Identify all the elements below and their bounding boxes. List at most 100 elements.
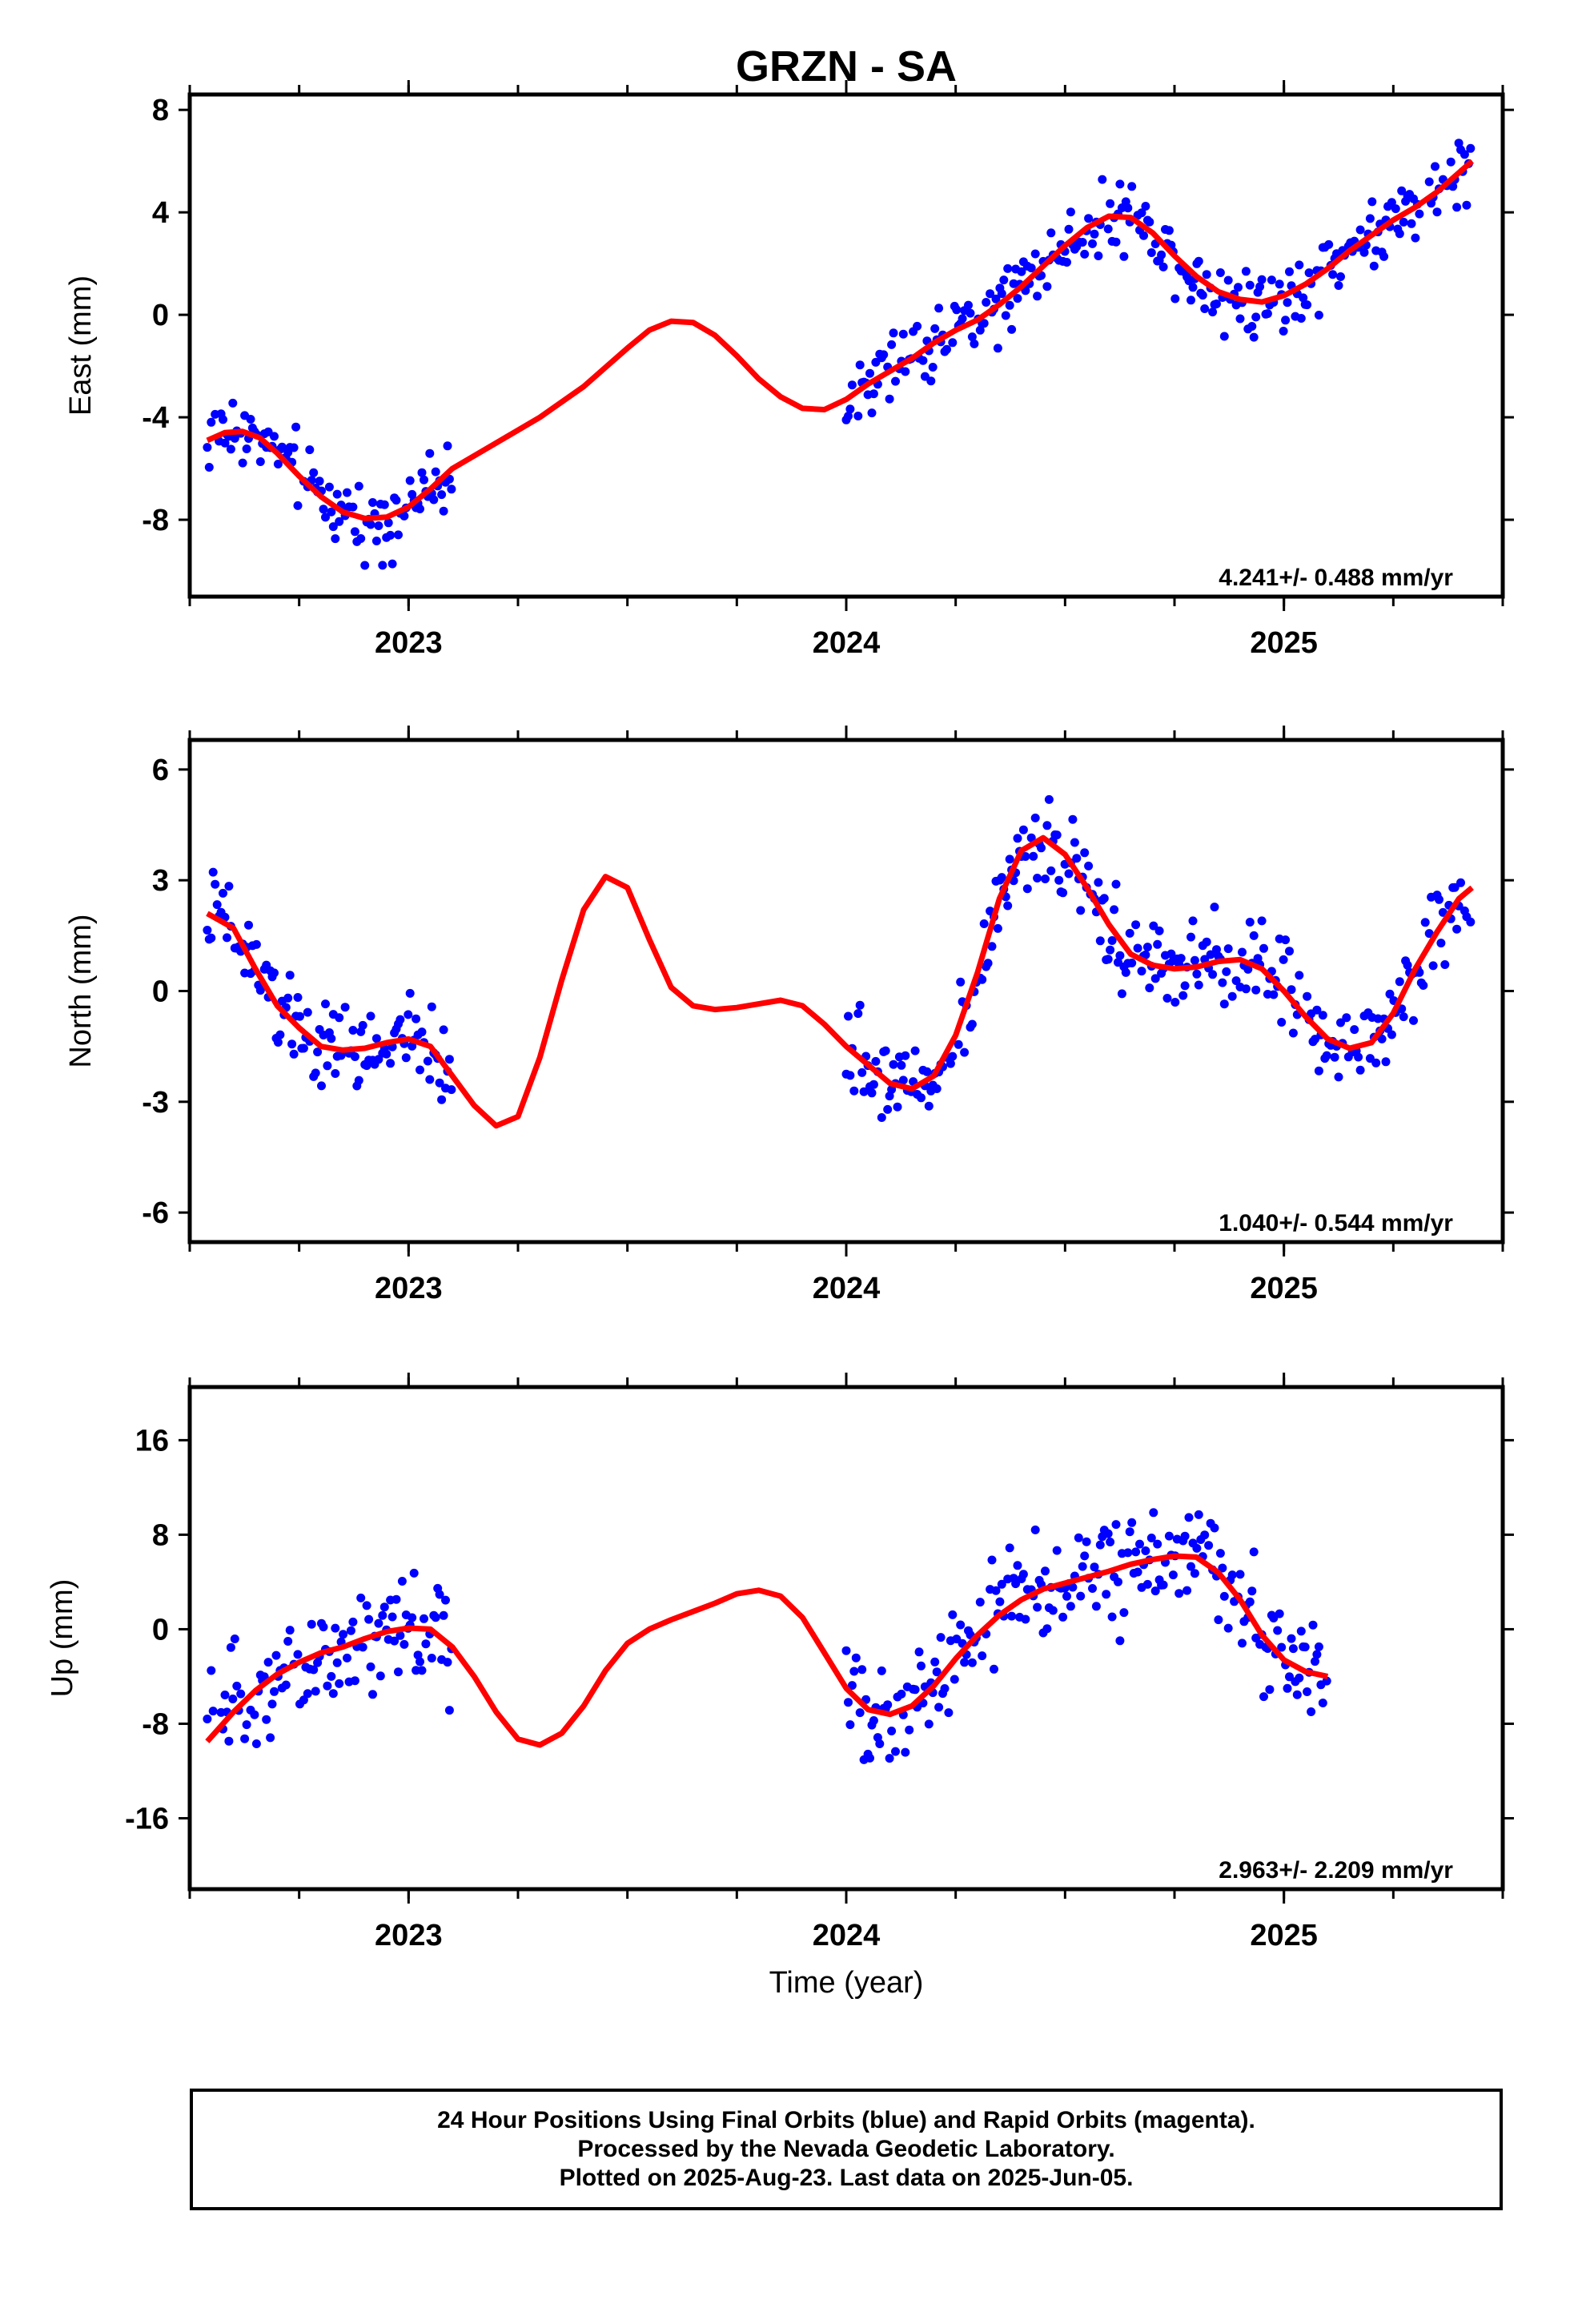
data-point bbox=[1295, 971, 1304, 980]
data-point bbox=[1125, 928, 1134, 938]
data-point bbox=[1448, 0, 1457, 5]
data-point bbox=[1013, 294, 1022, 304]
data-point bbox=[1030, 249, 1040, 259]
data-point bbox=[1208, 308, 1218, 317]
data-point bbox=[1030, 813, 1040, 822]
data-point bbox=[1052, 830, 1062, 840]
data-point bbox=[1238, 1638, 1247, 1648]
data-point bbox=[356, 534, 366, 543]
data-point bbox=[845, 1720, 855, 1730]
data-point bbox=[1452, 203, 1462, 212]
data-point bbox=[350, 527, 359, 537]
data-point bbox=[1263, 309, 1272, 319]
data-point bbox=[371, 537, 381, 545]
data-point bbox=[417, 1666, 427, 1675]
data-point bbox=[1214, 1615, 1223, 1625]
data-point bbox=[423, 1056, 432, 1066]
data-point bbox=[270, 1687, 279, 1696]
data-point bbox=[348, 1026, 358, 1035]
data-point bbox=[1311, 1657, 1319, 1667]
data-point bbox=[1026, 263, 1036, 273]
data-point bbox=[319, 1622, 328, 1632]
data-point bbox=[394, 530, 403, 540]
data-point bbox=[1464, 0, 1473, 5]
data-point bbox=[1070, 838, 1079, 847]
data-point bbox=[997, 873, 1006, 883]
data-point bbox=[362, 1601, 371, 1610]
data-point bbox=[1142, 943, 1152, 952]
data-point bbox=[207, 1666, 216, 1675]
data-point bbox=[1192, 1543, 1202, 1553]
data-point bbox=[1033, 1602, 1042, 1612]
data-point bbox=[1058, 1612, 1068, 1622]
data-point bbox=[413, 1651, 423, 1660]
data-point bbox=[1149, 921, 1158, 931]
data-point bbox=[1131, 920, 1141, 930]
data-point bbox=[437, 490, 447, 500]
data-point bbox=[1249, 1547, 1259, 1557]
data-point bbox=[270, 968, 279, 978]
y-tick-label: 4 bbox=[152, 196, 169, 230]
data-point bbox=[1088, 239, 1097, 248]
data-point bbox=[1354, 1052, 1363, 1062]
data-point bbox=[1194, 256, 1203, 266]
data-point bbox=[887, 340, 897, 349]
data-point bbox=[1223, 275, 1233, 285]
data-point bbox=[1011, 1579, 1021, 1589]
data-point bbox=[847, 380, 857, 390]
data-point bbox=[979, 919, 989, 928]
data-point bbox=[1285, 947, 1294, 956]
data-point bbox=[435, 1590, 444, 1599]
data-point bbox=[1443, 0, 1452, 5]
data-point bbox=[1391, 204, 1400, 214]
data-point bbox=[1127, 182, 1137, 191]
data-point bbox=[323, 1681, 332, 1691]
data-point bbox=[1021, 852, 1030, 861]
east-model-curve bbox=[206, 159, 1475, 521]
data-point bbox=[356, 1593, 366, 1602]
data-point bbox=[405, 988, 415, 998]
data-point bbox=[1001, 311, 1010, 320]
data-point bbox=[844, 412, 853, 421]
data-point bbox=[273, 460, 283, 468]
data-point bbox=[283, 993, 293, 1003]
data-point bbox=[1370, 0, 1379, 5]
data-point bbox=[1188, 916, 1198, 926]
data-point bbox=[844, 1011, 853, 1021]
data-point bbox=[1247, 322, 1257, 331]
data-point bbox=[336, 1051, 346, 1060]
data-point bbox=[1303, 991, 1312, 1001]
data-point bbox=[313, 1047, 323, 1057]
data-point bbox=[993, 923, 1002, 933]
y-tick-label: 8 bbox=[152, 94, 169, 127]
up-rate-label: 2.963+/- 2.209 mm/yr bbox=[1219, 1857, 1453, 1884]
data-point bbox=[1371, 0, 1380, 5]
data-point bbox=[1153, 939, 1162, 949]
data-point bbox=[203, 926, 212, 935]
data-point bbox=[366, 1662, 375, 1671]
data-point bbox=[425, 448, 435, 458]
data-point bbox=[1158, 1580, 1168, 1590]
data-point bbox=[1146, 1534, 1156, 1542]
data-point bbox=[865, 1753, 874, 1763]
data-point bbox=[339, 1630, 348, 1639]
data-point bbox=[1170, 998, 1180, 1007]
data-point bbox=[1062, 258, 1071, 267]
data-point bbox=[207, 933, 216, 943]
data-point bbox=[1146, 248, 1156, 257]
data-point bbox=[425, 1075, 435, 1084]
data-point bbox=[845, 1071, 855, 1080]
data-point bbox=[224, 1736, 234, 1746]
data-point bbox=[1452, 924, 1462, 934]
data-point bbox=[270, 432, 279, 441]
data-point bbox=[1451, 0, 1460, 5]
data-point bbox=[203, 1715, 212, 1723]
data-point bbox=[309, 468, 319, 477]
data-point bbox=[990, 1664, 998, 1674]
data-point bbox=[1413, 0, 1422, 5]
data-point bbox=[1455, 0, 1464, 5]
data-point bbox=[1026, 833, 1036, 842]
data-point bbox=[416, 1065, 424, 1075]
data-point bbox=[1336, 272, 1345, 281]
data-point bbox=[1359, 247, 1369, 257]
